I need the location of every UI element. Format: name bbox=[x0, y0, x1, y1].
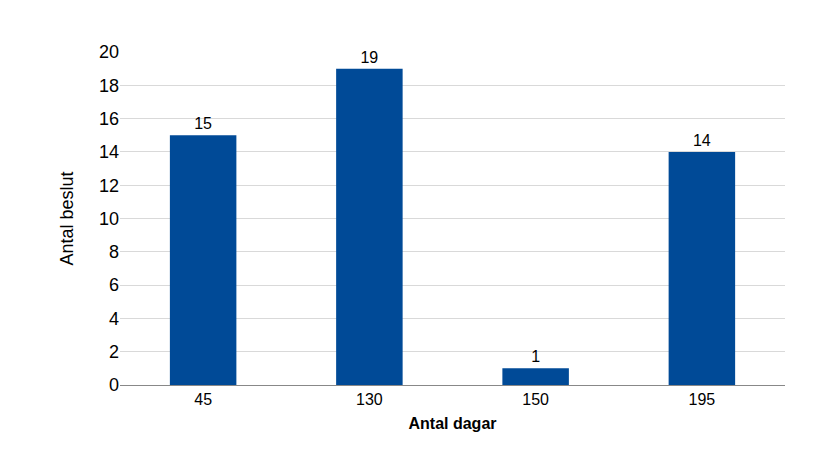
svg-text:14: 14 bbox=[99, 142, 119, 162]
svg-text:16: 16 bbox=[99, 109, 119, 129]
svg-text:14: 14 bbox=[693, 132, 711, 149]
svg-text:195: 195 bbox=[689, 391, 716, 408]
svg-text:2: 2 bbox=[109, 342, 119, 362]
svg-text:6: 6 bbox=[109, 275, 119, 295]
svg-text:15: 15 bbox=[194, 115, 212, 132]
svg-text:0: 0 bbox=[109, 375, 119, 395]
svg-text:150: 150 bbox=[522, 391, 549, 408]
svg-text:19: 19 bbox=[360, 49, 378, 66]
svg-text:Antal beslut: Antal beslut bbox=[57, 171, 77, 265]
svg-text:4: 4 bbox=[109, 309, 119, 329]
svg-text:45: 45 bbox=[194, 391, 212, 408]
svg-text:20: 20 bbox=[99, 42, 119, 62]
svg-text:130: 130 bbox=[356, 391, 383, 408]
svg-text:10: 10 bbox=[99, 209, 119, 229]
svg-text:8: 8 bbox=[109, 242, 119, 262]
svg-text:1: 1 bbox=[531, 348, 540, 365]
svg-text:12: 12 bbox=[99, 176, 119, 196]
svg-text:18: 18 bbox=[99, 76, 119, 96]
svg-text:Antal dagar: Antal dagar bbox=[408, 415, 496, 432]
